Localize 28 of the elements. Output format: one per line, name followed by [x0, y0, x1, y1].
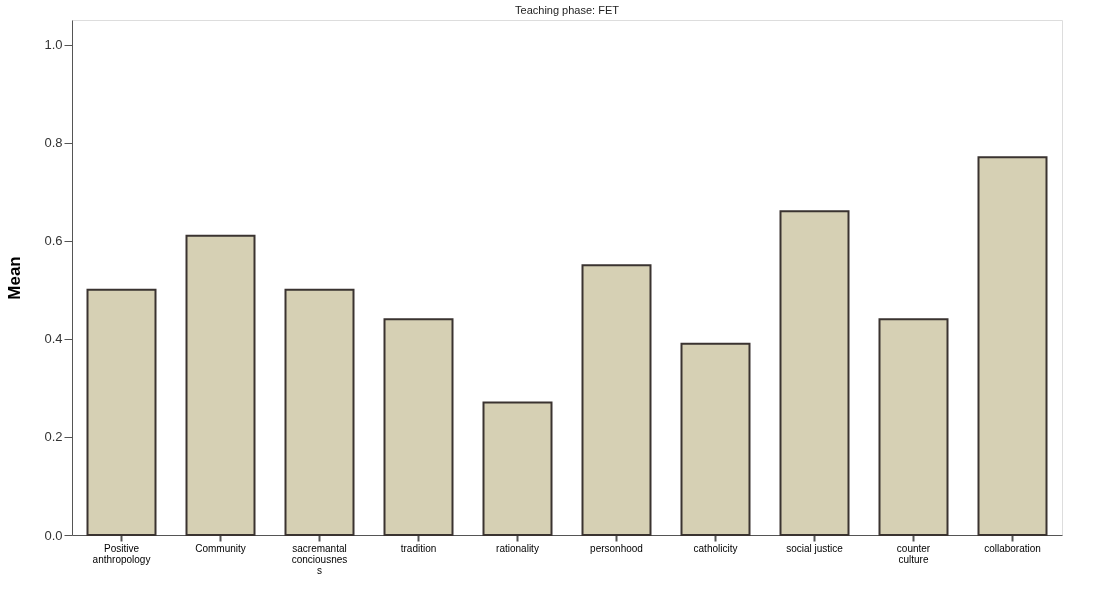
x-tick-label: collaboration — [984, 542, 1041, 554]
x-tick-label: sacremantal conciousnes s — [291, 542, 348, 576]
bar — [581, 264, 652, 536]
bar — [383, 318, 454, 536]
bar — [878, 318, 949, 536]
y-tick-label: 1.0 — [44, 37, 63, 53]
bar — [185, 234, 256, 536]
y-tick-label: 0.4 — [44, 331, 63, 347]
x-tick-label: social justice — [786, 542, 844, 554]
x-tick-label: personhood — [590, 542, 643, 554]
y-tick-label: 0.8 — [44, 135, 63, 151]
bar — [284, 288, 355, 536]
bar — [779, 210, 850, 536]
chart-title: Teaching phase: FET — [515, 4, 620, 16]
y-axis-title: Mean — [5, 256, 25, 300]
bar — [86, 288, 157, 536]
y-tick-label: 0.6 — [44, 233, 63, 249]
y-tick-label: 0.0 — [44, 527, 63, 543]
y-tick-label: 0.2 — [44, 429, 63, 445]
x-tick-label: counter culture — [896, 542, 931, 565]
bar — [680, 342, 751, 536]
x-tick-label: Community — [195, 542, 246, 554]
x-tick-label: Positive anthropology — [92, 542, 151, 565]
bar — [977, 156, 1048, 536]
bar — [482, 401, 553, 536]
x-tick-label: tradition — [400, 542, 437, 554]
x-tick-label: rationality — [496, 542, 539, 554]
x-tick-label: catholicity — [693, 542, 738, 554]
